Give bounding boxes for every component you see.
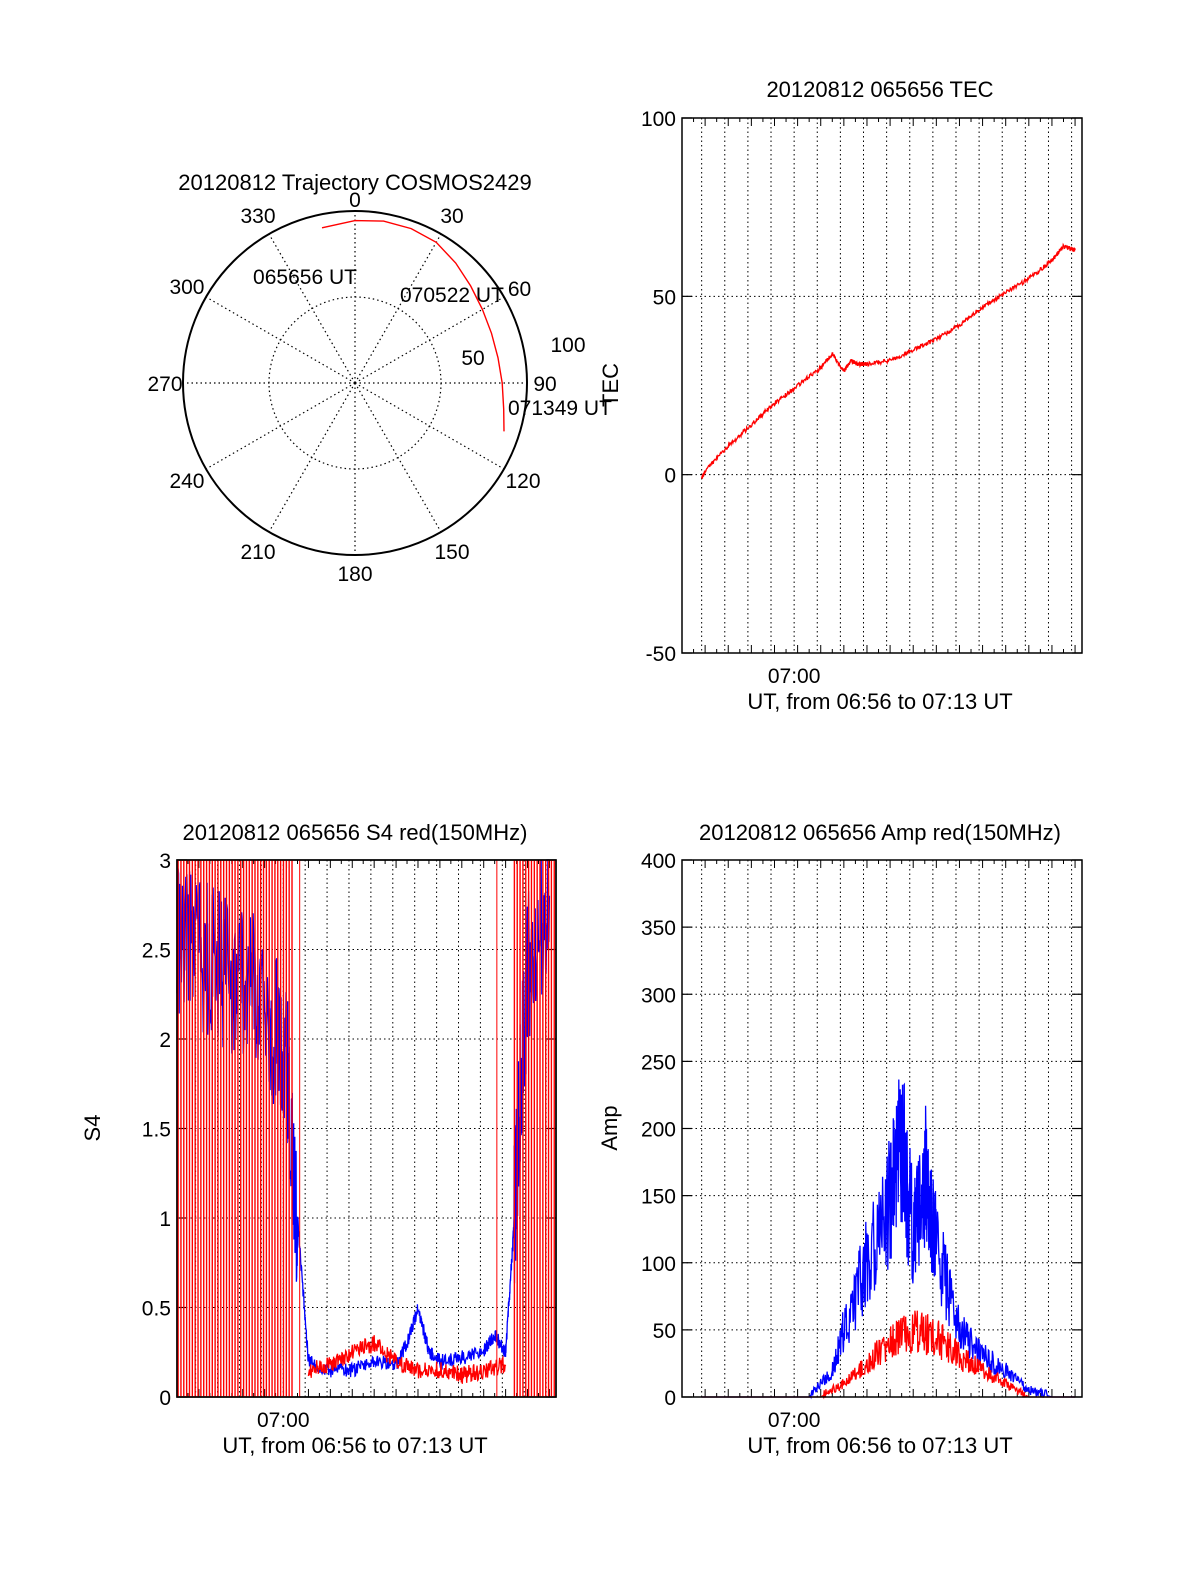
polar-azimuth-label: 330 <box>240 205 275 228</box>
tec-xlabel: UT, from 06:56 to 07:13 UT <box>747 689 1012 714</box>
polar-ring-label: 50 <box>461 347 484 370</box>
x-tick-label: 07:00 <box>257 1409 310 1432</box>
y-tick-label: 1.5 <box>142 1119 171 1142</box>
y-tick-label: -50 <box>646 643 676 666</box>
y-tick-label: 100 <box>641 1253 676 1276</box>
y-tick-label: 150 <box>641 1186 676 1209</box>
polar-track-label: 070522 UT <box>400 284 504 307</box>
y-tick-label: 0 <box>664 1387 676 1410</box>
y-tick-label: 350 <box>641 917 676 940</box>
y-tick-label: 2 <box>159 1029 171 1052</box>
polar-azimuth-label: 60 <box>508 278 531 301</box>
x-tick-label: 07:00 <box>768 1409 821 1432</box>
tec-ylabel: TEC <box>598 363 623 407</box>
y-tick-label: 100 <box>641 108 676 131</box>
y-tick-label: 50 <box>653 1320 676 1343</box>
polar-azimuth-label: 90 <box>533 373 556 396</box>
polar-azimuth-label: 120 <box>505 470 540 493</box>
amp-xlabel: UT, from 06:56 to 07:13 UT <box>747 1433 1012 1458</box>
polar-azimuth-label: 300 <box>169 276 204 299</box>
s4-ylabel: S4 <box>80 1115 105 1142</box>
polar-azimuth-label: 270 <box>147 373 182 396</box>
y-tick-label: 300 <box>641 984 676 1007</box>
y-tick-label: 3 <box>159 850 171 873</box>
y-tick-label: 2.5 <box>142 940 171 963</box>
y-tick-label: 200 <box>641 1119 676 1142</box>
y-tick-label: 0 <box>664 465 676 488</box>
polar-azimuth-label: 240 <box>169 470 204 493</box>
y-tick-label: 1 <box>159 1208 171 1231</box>
polar-azimuth-label: 180 <box>337 563 372 586</box>
polar-track-label: 071349 UT <box>508 397 612 420</box>
y-tick-label: 250 <box>641 1051 676 1074</box>
x-tick-label: 07:00 <box>768 665 821 688</box>
y-tick-label: 50 <box>653 286 676 309</box>
y-tick-label: 0.5 <box>142 1298 171 1321</box>
polar-azimuth-label: 30 <box>440 205 463 228</box>
s4-title: 20120812 065656 S4 red(150MHz) <box>183 820 528 845</box>
polar-azimuth-label: 150 <box>434 541 469 564</box>
s4-xlabel: UT, from 06:56 to 07:13 UT <box>222 1433 487 1458</box>
tec-title: 20120812 065656 TEC <box>766 77 993 102</box>
y-tick-label: 400 <box>641 850 676 873</box>
y-tick-label: 0 <box>159 1387 171 1410</box>
amp-ylabel: Amp <box>597 1105 622 1150</box>
polar-azimuth-label: 0 <box>349 189 361 212</box>
polar-azimuth-label: 210 <box>240 541 275 564</box>
polar-ring-label: 100 <box>550 334 585 357</box>
amp-title: 20120812 065656 Amp red(150MHz) <box>699 820 1061 845</box>
polar-track-label: 065656 UT <box>253 266 357 289</box>
